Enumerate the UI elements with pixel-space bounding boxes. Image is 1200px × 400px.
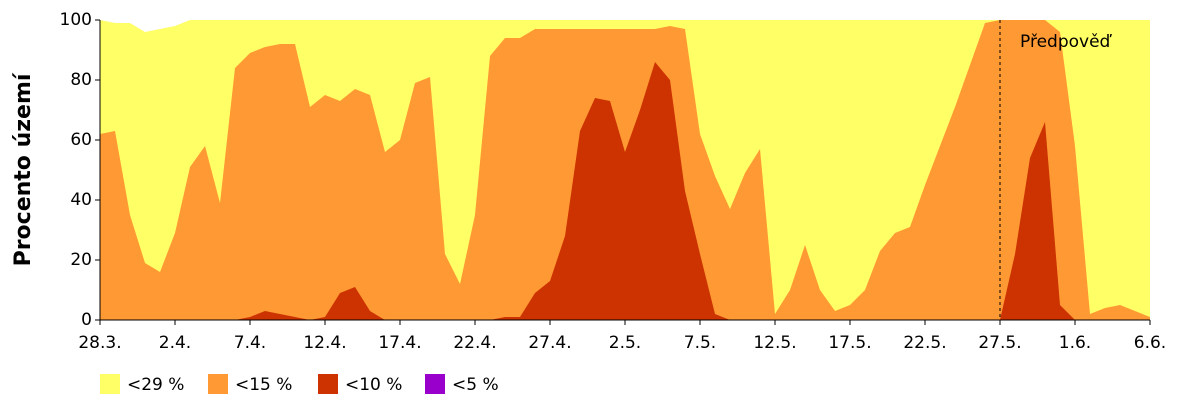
y-tick-label: 60 bbox=[70, 130, 92, 150]
x-tick-label: 2.5. bbox=[609, 333, 641, 353]
y-tick-label: 20 bbox=[70, 250, 92, 270]
y-tick-label: 80 bbox=[70, 70, 92, 90]
x-tick-label: 7.5. bbox=[684, 333, 716, 353]
y-axis-label: Procento území bbox=[11, 72, 36, 266]
x-tick-label: 28.3. bbox=[78, 333, 121, 353]
legend-swatch bbox=[318, 374, 338, 394]
legend-label: <10 % bbox=[345, 375, 402, 395]
legend-label: <29 % bbox=[127, 375, 184, 395]
legend-label: <15 % bbox=[235, 375, 292, 395]
x-tick-label: 1.6. bbox=[1059, 333, 1091, 353]
x-tick-label: 12.4. bbox=[303, 333, 346, 353]
legend-swatch bbox=[208, 374, 228, 394]
x-tick-label: 2.4. bbox=[159, 333, 191, 353]
legend-label: <5 % bbox=[452, 375, 499, 395]
y-tick-label: 40 bbox=[70, 190, 92, 210]
area bbox=[100, 62, 1150, 320]
x-tick-label: 22.5. bbox=[903, 333, 946, 353]
x-tick-label: 22.4. bbox=[453, 333, 496, 353]
x-tick-label: 27.5. bbox=[978, 333, 1021, 353]
x-tick-label: 7.4. bbox=[234, 333, 266, 353]
y-tick-label: 0 bbox=[81, 310, 92, 330]
x-tick-label: 6.6. bbox=[1134, 333, 1166, 353]
legend-swatch bbox=[425, 374, 445, 394]
x-tick-label: 27.4. bbox=[528, 333, 571, 353]
legend-swatch bbox=[100, 374, 120, 394]
y-tick-label: 100 bbox=[60, 10, 92, 30]
annotation: Předpověď bbox=[1020, 32, 1113, 52]
x-tick-label: 17.4. bbox=[378, 333, 421, 353]
x-tick-label: 12.5. bbox=[753, 333, 796, 353]
x-tick-label: 17.5. bbox=[828, 333, 871, 353]
